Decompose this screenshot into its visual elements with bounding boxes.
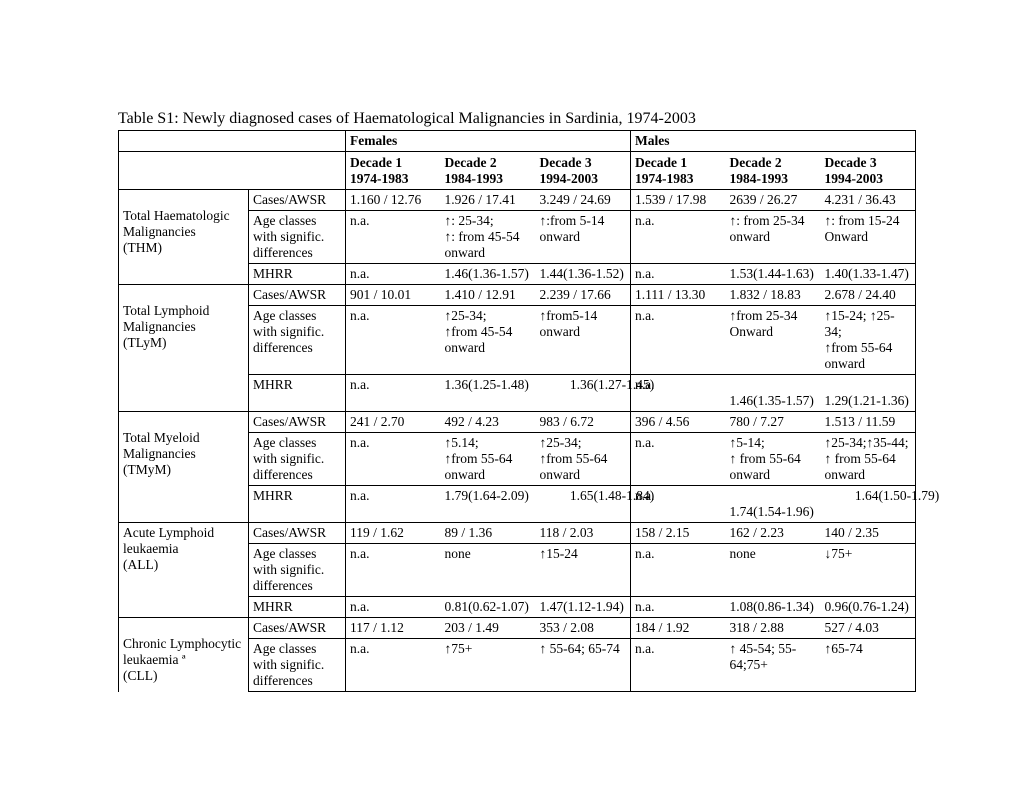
tmym-mhrr: MHRR n.a.1.79(1.64-2.09) 1.65(1.48-1.84)… xyxy=(119,486,916,523)
thm-mhrr: MHRR n.a.1.46(1.36-1.57)1.44(1.36-1.52) … xyxy=(119,264,916,285)
decade-header: Decade 11974-1983 Decade 21984-1993 Deca… xyxy=(119,152,916,190)
page-title: Table S1: Newly diagnosed cases of Haema… xyxy=(118,110,910,128)
females-header: Females xyxy=(346,131,631,152)
males-header: Males xyxy=(631,131,916,152)
all-cases: Acute Lymphoidleukaemia(ALL) Cases/AWSR … xyxy=(119,523,916,544)
thm-cases: Total HaematologicMalignancies(THM) Case… xyxy=(119,190,916,211)
all-mhrr: MHRR n.a.0.81(0.62-1.07)1.47(1.12-1.94) … xyxy=(119,597,916,618)
tlym-cases: Total LymphoidMalignancies(TLyM) Cases/A… xyxy=(119,285,916,306)
tlym-mhrr: MHRR n.a.1.36(1.25-1.48) 1.36(1.27-1.45)… xyxy=(119,375,916,412)
cll-cases: Chronic Lymphocyticleukaemia ª(CLL) Case… xyxy=(119,618,916,639)
tmym-cases: Total MyeloidMalignancies(TMyM) Cases/AW… xyxy=(119,412,916,433)
main-table: Females Males Decade 11974-1983 Decade 2… xyxy=(118,130,916,692)
gender-header: Females Males xyxy=(119,131,916,152)
